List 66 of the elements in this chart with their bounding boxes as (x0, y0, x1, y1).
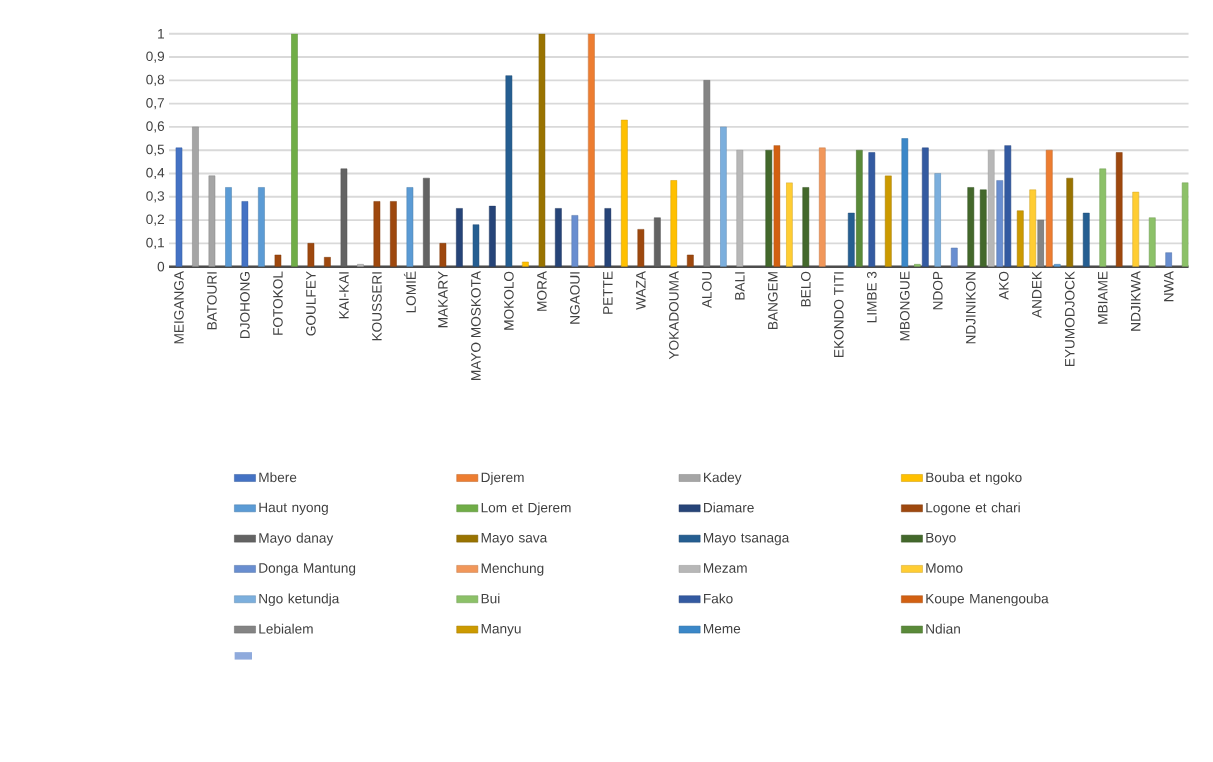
x-tick-label: EKONDO TITI (834, 272, 844, 358)
x-tick-label: NDJINIKON (965, 272, 976, 344)
legend-label: Fako (704, 593, 733, 604)
legend-label: Djerem (481, 472, 524, 485)
legend-label: Meme (704, 624, 741, 634)
x-tick-label: NDOP (932, 271, 943, 310)
y-tick-label: 0,1 (146, 237, 164, 250)
legend-label: Logone et chari (926, 502, 1020, 516)
x-tick-label: LOMIÉ (403, 271, 416, 313)
x-tick-label: MBIAME (1098, 271, 1108, 324)
legend-label: Momo (926, 563, 963, 573)
legend-label: Ngo ketundja (259, 593, 340, 607)
x-tick-label: MOKOLO (504, 271, 514, 330)
x-tick-label: KAI-KAI (339, 272, 349, 319)
x-tick-label: MEIGANGA (174, 271, 184, 344)
x-tick-label: WAZA (636, 271, 646, 310)
y-tick-label: 0,5 (146, 144, 165, 156)
x-tick-label: PETTE (603, 271, 613, 314)
y-tick-label: 0,7 (146, 98, 164, 110)
x-tick-label: BALI (735, 272, 745, 300)
legend-label: Koupe Manengouba (926, 593, 1049, 607)
legend-label: Bui (481, 593, 500, 604)
legend-label: Kadey (704, 472, 742, 485)
x-tick-label: MAYO MOSKOTA (471, 271, 481, 380)
legend-label: Lom et Djerem (481, 502, 571, 516)
legend-label: Haut nyong (259, 502, 328, 515)
legend-label: Mayo danay (259, 532, 334, 546)
x-tick-label: MORA (537, 271, 547, 311)
x-tick-label: FOTOKOL (273, 271, 283, 335)
x-tick-label: MBONGUE (899, 271, 910, 341)
x-tick-label: BELO (801, 271, 811, 307)
legend-label: Ndian (926, 623, 960, 634)
x-tick-label: BATOURI (207, 272, 217, 330)
legend-label: Mbere (259, 472, 297, 483)
x-tick-label: EYUMODJOCK (1064, 271, 1075, 367)
legend-label: Bouba et ngoko (926, 472, 1022, 485)
legend-label: Donga Mantung (259, 563, 356, 576)
x-tick-label: NWA (1164, 271, 1174, 302)
legend-label: Mayo tsanaga (704, 533, 790, 546)
legend-label: Boyo (926, 533, 956, 546)
y-tick-label: 1 (158, 29, 164, 39)
x-tick-label: GOULFEY (306, 271, 316, 336)
legend-label: Menchung (481, 563, 544, 576)
y-tick-label: 0,9 (146, 51, 165, 63)
y-tick-label: 0,6 (146, 121, 165, 133)
legend-label: Diamare (704, 502, 754, 513)
x-tick-label: LIMBE 3 (866, 271, 877, 323)
x-tick-label: MAKARY (438, 271, 448, 328)
x-tick-label: YOKADOUMA (669, 271, 679, 360)
y-tick-label: 0,2 (146, 214, 164, 226)
legend-label: Mezam (704, 563, 747, 573)
y-tick-label: 0,3 (146, 191, 165, 203)
legend-label: Mayo sava (481, 533, 548, 546)
x-tick-label: DJOHONG (240, 272, 250, 339)
x-tick-label: ALOU (702, 272, 712, 309)
x-tick-label: NDJIKWA (1131, 271, 1141, 331)
x-tick-label: NGAOUI (570, 272, 580, 324)
y-tick-label: 0,4 (146, 167, 165, 180)
y-tick-label: 0,8 (146, 74, 165, 87)
x-tick-label: AKO (998, 271, 1009, 300)
x-tick-label: KOUSSERI (372, 272, 382, 341)
x-tick-label: BANGEM (768, 272, 778, 330)
legend-label: Manyu (481, 624, 521, 637)
x-tick-label: ANDEK (1032, 271, 1042, 319)
legend-label: Lebialem (259, 623, 313, 634)
y-tick-label: 0 (157, 261, 165, 272)
